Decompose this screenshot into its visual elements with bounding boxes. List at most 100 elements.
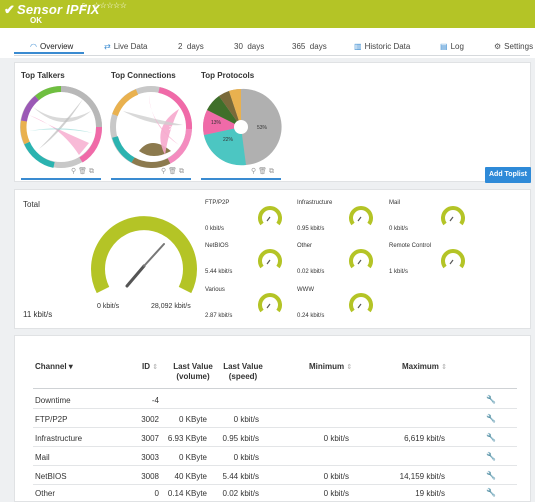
status-text: OK <box>30 16 42 25</box>
column-header-last-volume[interactable]: Last Value (volume) <box>173 362 213 381</box>
tab-2-days[interactable]: 2 days <box>178 42 204 51</box>
tab-365-days[interactable]: 365 days <box>292 42 327 51</box>
cell-speed: 0 kbit/s <box>233 415 259 424</box>
toplist-selected-bar <box>111 178 191 180</box>
gauge-label-netbios: NetBIOS <box>205 243 229 249</box>
cell-minimum: 0 kbit/s <box>323 489 349 498</box>
svg-text:26: 26 <box>169 126 175 132</box>
gauge-value-infrastructure: 0.95 kbit/s <box>297 226 325 232</box>
chart-icon: ▥ <box>354 42 362 51</box>
cell-speed: 0.95 kbit/s <box>222 434 259 443</box>
toplist-tools-protocols[interactable]: ⚲🗑⧉ <box>251 168 277 175</box>
cell-maximum: 14,159 kbit/s <box>399 472 445 481</box>
wrench-icon[interactable]: 🔧 <box>486 488 496 497</box>
wrench-icon[interactable]: 🔧 <box>486 433 496 442</box>
gauge-www[interactable] <box>349 291 373 315</box>
sensor-title: Sensor IPFIX <box>17 2 100 17</box>
wrench-icon[interactable]: 🔧 <box>486 452 496 461</box>
cell-id: 0 <box>154 489 159 498</box>
toplist-tools-connections[interactable]: ⚲🗑⧉ <box>161 168 187 175</box>
total-value: 11 kbit/s <box>23 310 53 319</box>
gauge-label-mail: Mail <box>389 200 401 206</box>
cell-id: 3002 <box>141 415 159 424</box>
tab-log[interactable]: ▤ Log <box>440 42 464 51</box>
cell-channel[interactable]: Other <box>35 489 56 498</box>
cell-channel[interactable]: Downtime <box>35 396 71 405</box>
gauge-other[interactable] <box>349 247 373 271</box>
add-toplist-button[interactable]: Add Toplist <box>485 167 531 183</box>
cell-volume: 40 KByte <box>174 472 207 481</box>
tab-overview[interactable]: ◠ Overview <box>30 42 74 51</box>
gauge-various[interactable] <box>258 291 282 315</box>
column-header-minimum[interactable]: Minimum ⇕ <box>309 362 353 371</box>
column-header-channel[interactable]: Channel ▾ <box>35 362 73 371</box>
gauge-icon: ◠ <box>30 42 37 51</box>
priority-stars[interactable]: ☆☆☆☆☆ <box>93 1 127 10</box>
gauge-infrastructure[interactable] <box>349 204 373 228</box>
gauge-value-remote-control: 1 kbit/s <box>389 269 409 275</box>
sort-icon: ⇕ <box>441 364 448 371</box>
wrench-icon[interactable]: 🔧 <box>486 471 496 480</box>
column-header-id[interactable]: ID ⇕ <box>142 362 159 371</box>
sort-icon: ⇕ <box>152 364 159 371</box>
active-tab-indicator <box>14 52 84 54</box>
cell-channel[interactable]: FTP/P2P <box>35 415 68 424</box>
total-gauge[interactable] <box>89 210 199 302</box>
cell-channel[interactable]: Mail <box>35 453 50 462</box>
gauge-label-other: Other <box>297 243 313 249</box>
tab-30-days[interactable]: 30 days <box>234 42 265 51</box>
tab-historic-data[interactable]: ▥ Historic Data <box>354 42 411 51</box>
tab-live-data[interactable]: ⇄ Live Data <box>104 42 148 51</box>
gauge-ftp[interactable] <box>258 204 282 228</box>
top-talkers-chord-chart[interactable] <box>19 85 103 169</box>
tab-bar: ◠ Overview ⇄ Live Data 2 days 30 days 365 … <box>0 28 535 58</box>
column-header-last-speed[interactable]: Last Value (speed) <box>223 362 263 381</box>
total-gauge-min: 0 kbit/s <box>97 303 120 310</box>
cell-id: 3003 <box>141 453 159 462</box>
toplist-title-connections[interactable]: Top Connections <box>111 71 176 80</box>
gauge-mail[interactable] <box>441 204 465 228</box>
total-gauge-max: 28,092 kbit/s <box>151 303 191 310</box>
cell-id: 3007 <box>141 434 159 443</box>
cell-minimum: 0 kbit/s <box>323 434 349 443</box>
wrench-icon[interactable]: 🔧 <box>486 414 496 423</box>
gauge-value-other: 0.02 kbit/s <box>297 269 325 275</box>
wrench-icon[interactable]: 🔧 <box>486 395 496 404</box>
protocol-label-53: 53% <box>257 125 268 131</box>
cell-speed: 0.02 kbit/s <box>222 489 259 498</box>
toplist-title-talkers[interactable]: Top Talkers <box>21 71 65 80</box>
gauge-label-ftp: FTP/P2P <box>205 200 230 206</box>
cell-channel[interactable]: NetBIOS <box>35 472 67 481</box>
cell-speed: 0 kbit/s <box>233 453 259 462</box>
gauge-value-various: 2.87 kbit/s <box>205 313 233 319</box>
cell-id: -4 <box>151 396 159 405</box>
channels-table: Channel ▾ ID ⇕ Last Value (volume) Last … <box>14 335 531 502</box>
top-protocols-pie-chart[interactable]: 53% 22% 13% <box>199 85 283 169</box>
top-connections-chord-chart[interactable]: 26 <box>109 85 193 169</box>
gauge-value-www: 0.24 kbit/s <box>297 313 325 319</box>
cell-channel[interactable]: Infrastructure <box>35 434 83 443</box>
toplist-tools-talkers[interactable]: ⚲🗑⧉ <box>71 168 97 175</box>
flag-icon[interactable]: ⚐ <box>81 2 89 11</box>
sort-icon: ⇕ <box>346 364 353 371</box>
sensor-header: ✔ Sensor IPFIX ⚐ ☆☆☆☆☆ OK <box>0 0 535 28</box>
header-divider <box>33 388 517 389</box>
gauges-panel: Total 0 kbit/s 28,092 kbit/s 11 kbit/s F… <box>14 189 531 329</box>
toplist-selected-bar <box>21 178 101 180</box>
gauge-label-www: WWW <box>297 287 314 293</box>
toplist-selected-bar <box>201 178 281 180</box>
tab-settings[interactable]: ⚙ Settings <box>494 42 534 51</box>
gauge-label-various: Various <box>205 287 225 293</box>
cell-volume: 0.14 KByte <box>167 489 207 498</box>
protocol-label-13: 13% <box>211 120 222 126</box>
cell-id: 3008 <box>141 472 159 481</box>
column-header-maximum[interactable]: Maximum ⇕ <box>402 362 448 371</box>
row-divider <box>33 484 517 485</box>
gauge-remote-control[interactable] <box>441 247 465 271</box>
gauge-netbios[interactable] <box>258 247 282 271</box>
row-divider <box>33 408 517 409</box>
gauge-value-mail: 0 kbit/s <box>389 226 409 232</box>
cell-maximum: 6,619 kbit/s <box>404 434 445 443</box>
toplist-title-protocols[interactable]: Top Protocols <box>201 71 255 80</box>
row-divider <box>33 465 517 466</box>
